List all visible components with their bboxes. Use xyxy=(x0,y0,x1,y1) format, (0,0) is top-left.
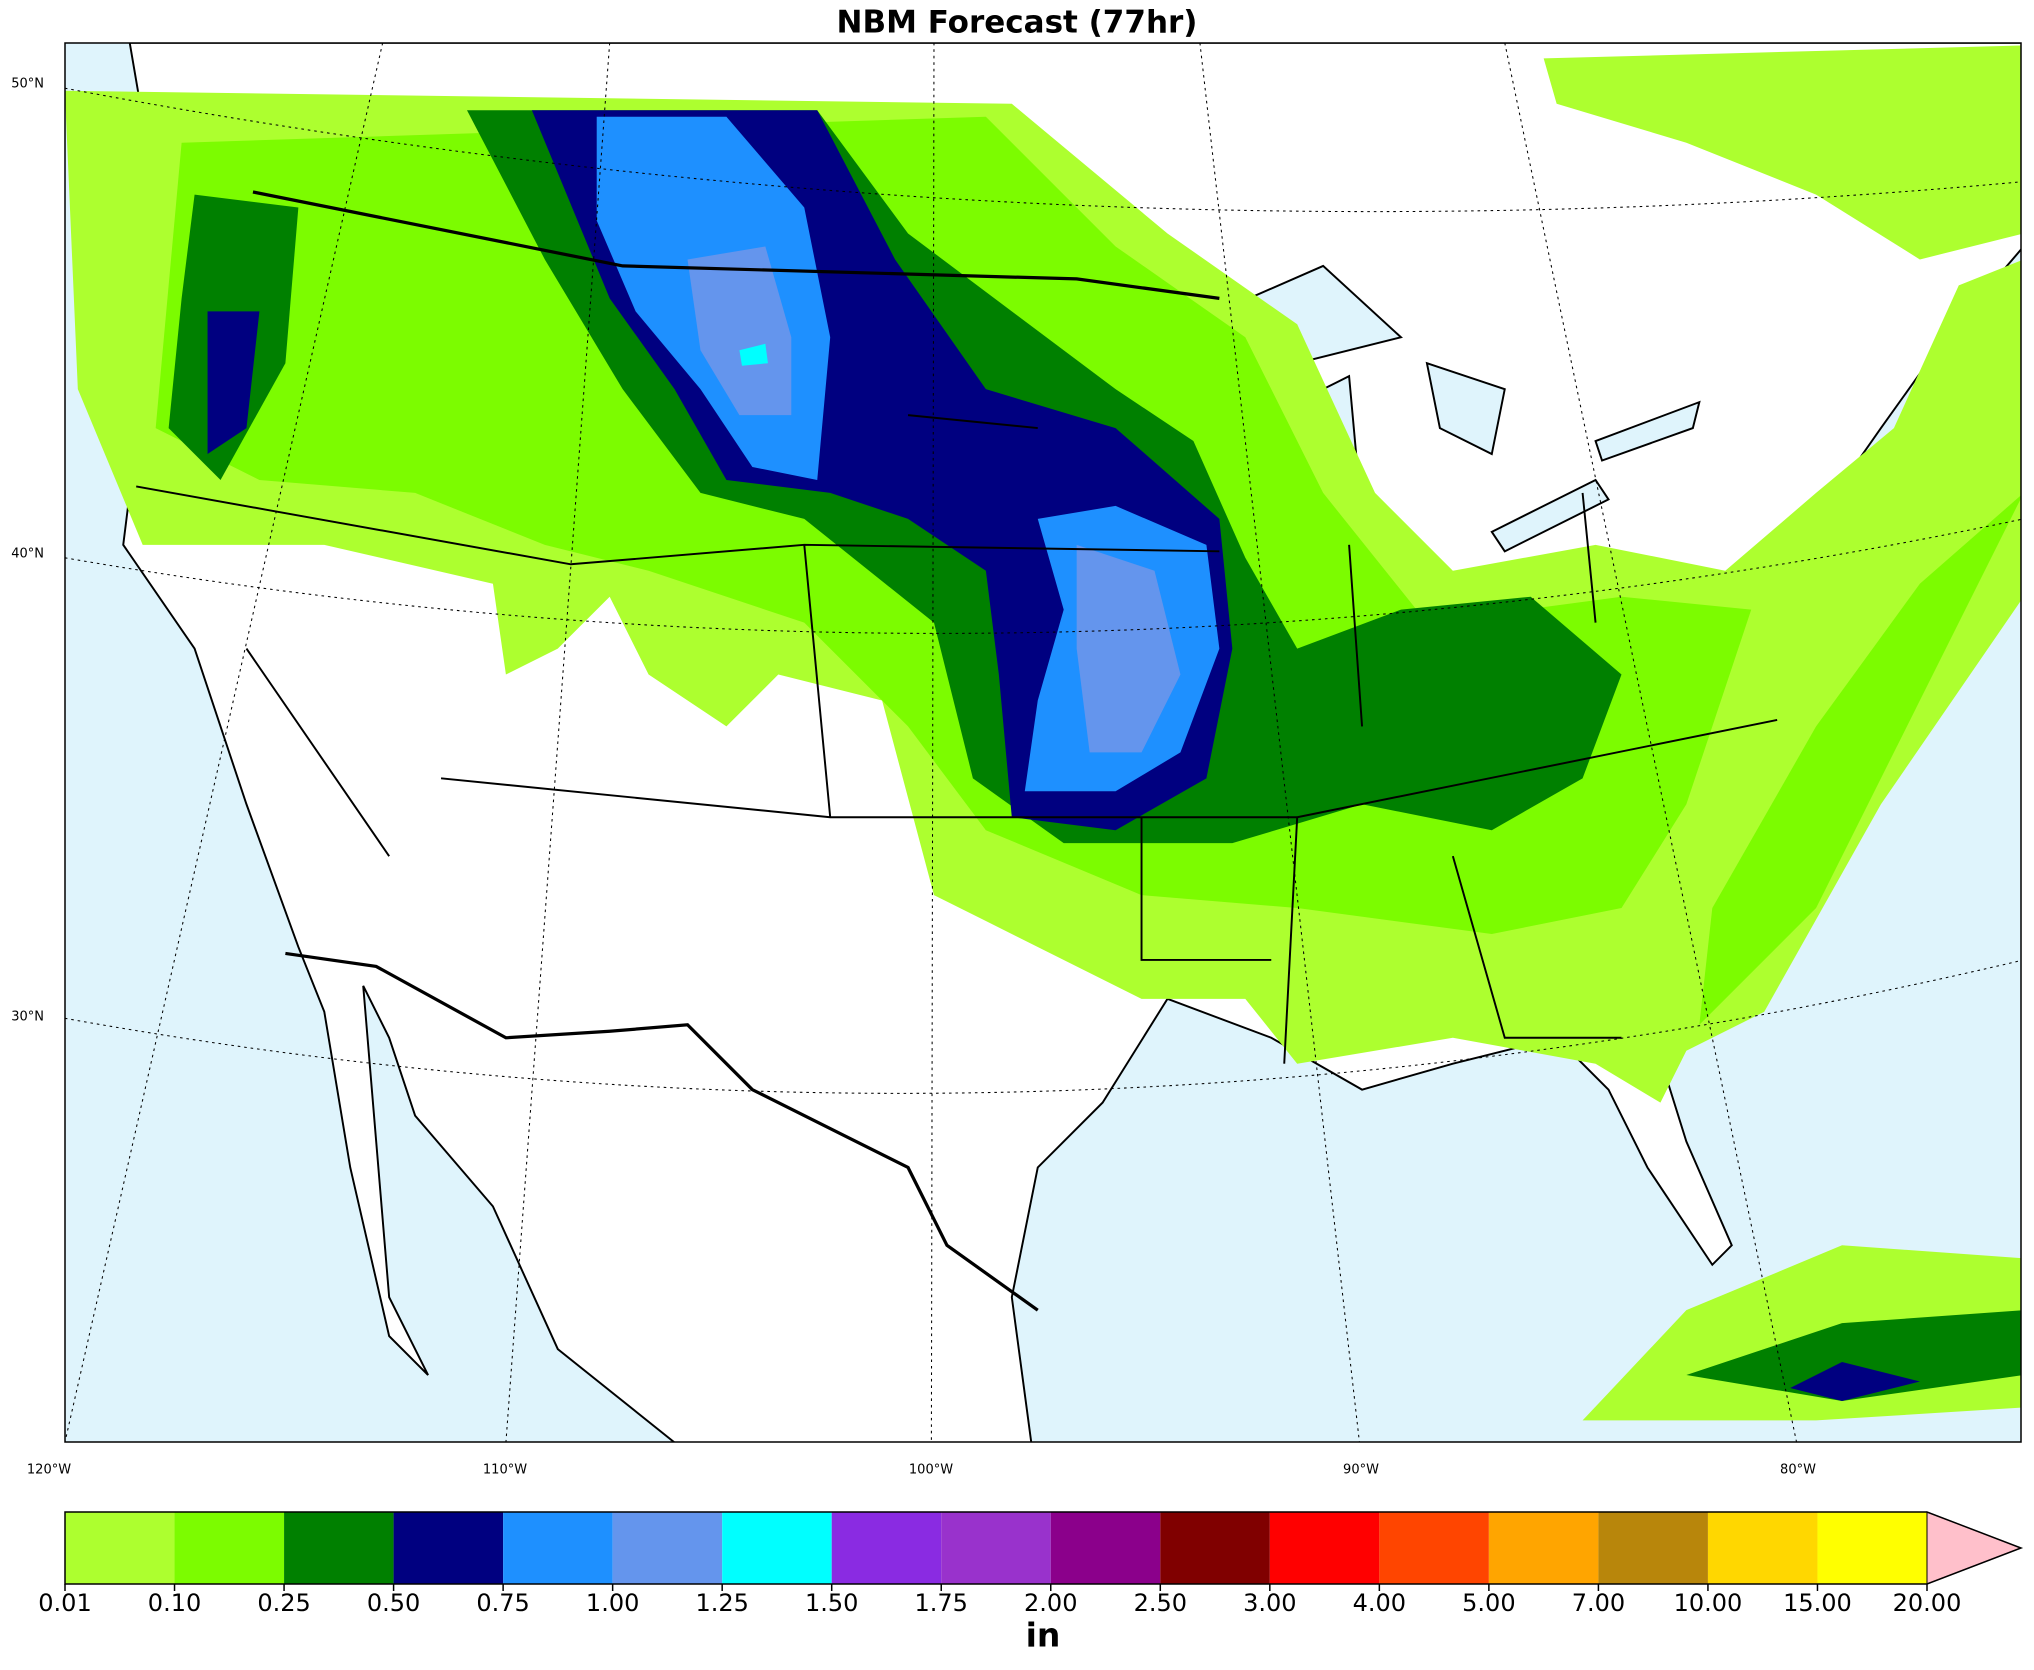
colorbar-box xyxy=(1269,1512,1380,1584)
lon-label: 80°W xyxy=(1780,1463,1816,1478)
precip-very-heavy-cuba xyxy=(1790,1362,1920,1401)
colorbar-box xyxy=(284,1512,394,1584)
colorbar-label: in xyxy=(1026,1616,1061,1655)
colorbar-outline xyxy=(64,1511,2024,1585)
colorbar-box xyxy=(393,1512,504,1584)
colorbar-box xyxy=(1817,1512,1927,1584)
colorbar-tick-label: 20.00 xyxy=(1893,1589,1962,1617)
colorbar-tick-label: 4.00 xyxy=(1353,1589,1406,1617)
colorbar-tick-label: 1.75 xyxy=(915,1589,968,1617)
precip-areas xyxy=(65,45,2021,1421)
lake-ontario xyxy=(1594,400,1701,462)
precip-light-ne xyxy=(1543,45,2021,260)
colorbar-box xyxy=(1488,1512,1599,1584)
state-lines-south xyxy=(1140,817,1622,1064)
colorbar-tick-label: 0.75 xyxy=(476,1589,529,1617)
colorbar-box xyxy=(503,1512,613,1584)
colorbar-tick-label: 1.00 xyxy=(586,1589,639,1617)
colorbar-tick-label: 1.25 xyxy=(695,1589,748,1617)
colorbar-box xyxy=(1160,1512,1270,1584)
colorbar-tick-label: 15.00 xyxy=(1783,1589,1852,1617)
colorbar-tick-label: 7.00 xyxy=(1572,1589,1625,1617)
colorbar-box xyxy=(65,1512,175,1584)
precip-medium-east xyxy=(1699,495,2021,1025)
lake-huron xyxy=(1425,361,1506,456)
map-frame xyxy=(64,42,2022,1443)
lon-label: 110°W xyxy=(483,1463,527,1478)
lon-labels: 120°W 110°W 100°W 90°W 80°W xyxy=(27,1463,1816,1478)
colorbar-tick-label: 5.00 xyxy=(1462,1589,1515,1617)
colorbar-box xyxy=(1598,1512,1708,1584)
border-canada xyxy=(252,190,1220,300)
colorbar-tick-label: 3.00 xyxy=(1243,1589,1296,1617)
colorbar-box xyxy=(941,1512,1051,1584)
colorbar-box xyxy=(1379,1512,1489,1584)
lat-label: 40°N xyxy=(11,547,44,562)
colorbar-tick-label: 1.50 xyxy=(805,1589,858,1617)
colorbar-tick-label: 10.00 xyxy=(1674,1589,1743,1617)
lat-label: 50°N xyxy=(11,77,44,92)
colorbar-tick-label: 2.50 xyxy=(1134,1589,1187,1617)
colorbar-extend xyxy=(1926,1511,2023,1585)
meridians xyxy=(65,43,1798,1442)
precip-125in-plains xyxy=(1076,544,1181,753)
lat-label: 30°N xyxy=(11,1010,44,1025)
colorbar-tick-label: 2.00 xyxy=(1024,1589,1077,1617)
colorbar-box xyxy=(831,1512,942,1584)
precip-125in xyxy=(687,246,792,416)
colorbar-box xyxy=(612,1512,723,1584)
map xyxy=(65,43,2021,1442)
map-title: NBM Forecast (77hr) xyxy=(837,5,1198,41)
colorbar-box xyxy=(722,1512,832,1584)
lat-labels: 50°N 40°N 30°N xyxy=(11,77,44,1025)
map-layers xyxy=(65,43,2021,1442)
lon-label: 90°W xyxy=(1343,1463,1379,1478)
precip-very-heavy-nw xyxy=(207,311,260,455)
parallel-30 xyxy=(65,960,2021,1094)
colorbar: 0.01 0.10 0.25 0.50 0.75 1.00 1.25 1.50 1.75 2.00… xyxy=(38,1511,2024,1617)
colorbar-tick-label: 0.25 xyxy=(257,1589,310,1617)
parallel-40 xyxy=(65,518,2021,634)
colorbar-box xyxy=(1707,1512,1818,1584)
lon-label: 120°W xyxy=(27,1463,71,1478)
colorbar-tick-label: 0.01 xyxy=(38,1589,91,1617)
precip-heavy-cuba xyxy=(1686,1310,2021,1401)
graticule xyxy=(65,43,2021,1442)
precip-15in xyxy=(739,343,768,366)
colorbar-tick-label: 0.10 xyxy=(148,1589,201,1617)
colorbar-box xyxy=(1050,1512,1161,1584)
lake-erie xyxy=(1490,478,1610,553)
colorbar-tick-label: 0.50 xyxy=(367,1589,420,1617)
borders xyxy=(136,190,1778,1312)
border-mexico xyxy=(285,951,1039,1312)
lon-label: 100°W xyxy=(909,1463,953,1478)
colorbar-box xyxy=(174,1512,285,1584)
